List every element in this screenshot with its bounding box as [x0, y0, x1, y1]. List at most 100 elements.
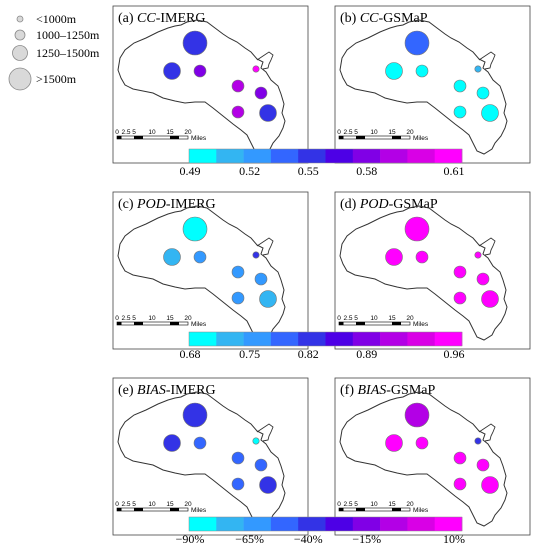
scale-bar-segment	[134, 322, 143, 325]
colorbar-bias: −90% −65% −40% −15% 10%	[176, 516, 465, 546]
scale-bar-segment	[170, 136, 179, 139]
station-marker	[481, 290, 499, 308]
scale-unit: Miles	[191, 135, 207, 142]
colorbar-segment	[216, 332, 244, 346]
station-marker	[453, 79, 467, 93]
station-marker	[259, 104, 277, 122]
size-legend-label: 1000–1250m	[36, 28, 100, 42]
station-marker	[254, 458, 268, 472]
panel-metric: POD	[136, 197, 166, 212]
station-marker	[182, 216, 208, 242]
scale-tick-label: 10	[148, 501, 156, 508]
panel-label: (f)	[340, 383, 358, 398]
station-marker	[385, 62, 403, 80]
station-marker	[193, 64, 207, 78]
colorbar-segment	[325, 332, 354, 346]
scale-tick-label: 15	[166, 129, 174, 136]
region-boundary	[117, 391, 286, 527]
station-marker	[231, 105, 245, 119]
scale-tick-label: 5	[132, 129, 136, 136]
scale-tick-label: 15	[388, 501, 396, 508]
scale-tick-label: 10	[148, 315, 156, 322]
river-line	[256, 237, 274, 256]
scale-tick-label: 20	[406, 129, 414, 136]
colorbar-segment	[189, 149, 217, 163]
scale-bar-segment	[339, 322, 344, 325]
scale-tick-label: 2.5	[343, 501, 352, 508]
station-marker	[453, 477, 467, 491]
station-marker	[163, 248, 181, 266]
colorbar-segment	[325, 517, 354, 531]
scale-unit: Miles	[191, 321, 207, 328]
colorbar-tick-label: 0.68	[180, 347, 201, 361]
panel-title: (a) CC-IMERG	[118, 11, 206, 26]
station-marker	[385, 434, 403, 452]
scale-bar-segment	[392, 322, 401, 325]
size-legend-label: 1250–1500m	[36, 46, 100, 60]
size-legend-circle	[8, 67, 32, 91]
colorbar-tick-label: 0.55	[298, 164, 319, 178]
station-marker	[476, 272, 490, 286]
colorbar-segment	[216, 517, 244, 531]
size-legend-circle	[12, 45, 28, 61]
colorbar-segment	[189, 517, 217, 531]
colorbar-tick-label: 0.58	[356, 164, 377, 178]
region-boundary	[339, 19, 508, 155]
colorbar-segment	[216, 149, 244, 163]
colorbar-segment	[434, 517, 463, 531]
colorbar-segment	[270, 517, 299, 531]
station-marker	[476, 458, 490, 472]
scale-bar-segment	[356, 508, 365, 511]
scale-tick-label: 20	[406, 501, 414, 508]
station-marker	[182, 30, 208, 56]
scale-tick-label: 5	[354, 501, 358, 508]
scale-bar-segment	[117, 508, 122, 511]
colorbar-tick-label: 0.75	[239, 347, 260, 361]
scale-tick-label: 0	[115, 315, 119, 322]
scale-bar-segment	[392, 136, 401, 139]
panel-label: (e)	[118, 383, 137, 398]
panel-product: -GSMaP	[379, 11, 428, 26]
station-marker	[404, 402, 430, 428]
colorbar-segment	[352, 149, 381, 163]
station-marker	[182, 402, 208, 428]
panel-title: (e) BIAS-IMERG	[118, 383, 216, 398]
scale-bar-segment	[339, 136, 344, 139]
scale-tick-label: 2.5	[121, 501, 130, 508]
scale-tick-label: 2.5	[121, 315, 130, 322]
colorbar-pod: 0.68 0.75 0.82 0.89 0.96	[180, 331, 465, 361]
region-boundary	[117, 19, 286, 155]
station-marker	[415, 250, 429, 264]
scale-tick-label: 0	[115, 129, 119, 136]
station-marker	[259, 290, 277, 308]
size-legend-circle	[16, 15, 24, 23]
size-legend-label: >1500m	[36, 72, 77, 86]
station-marker	[252, 251, 260, 259]
colorbar-segment	[407, 332, 435, 346]
scale-tick-label: 15	[166, 501, 174, 508]
scale-bar-segment	[134, 136, 143, 139]
station-marker	[474, 251, 482, 259]
scale-tick-label: 5	[132, 501, 136, 508]
scale-tick-label: 20	[184, 501, 192, 508]
scale-bar-segment	[392, 508, 401, 511]
scale-unit: Miles	[413, 135, 429, 142]
scale-tick-label: 15	[388, 129, 396, 136]
scale-bar-segment	[339, 508, 344, 511]
colorbar-tick-label: 0.96	[444, 347, 465, 361]
panel-frame	[334, 191, 531, 350]
scale-tick-label: 2.5	[343, 129, 352, 136]
colorbar-segment	[407, 517, 435, 531]
scale-tick-label: 5	[354, 315, 358, 322]
station-marker	[415, 436, 429, 450]
panel-label: (d)	[340, 197, 360, 212]
scale-tick-label: 0	[337, 501, 341, 508]
